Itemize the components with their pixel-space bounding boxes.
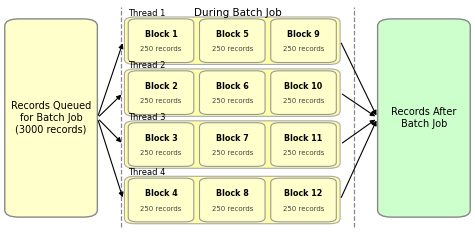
- Text: Block 2: Block 2: [144, 82, 178, 91]
- Text: Thread 2: Thread 2: [128, 61, 166, 70]
- Text: Block 8: Block 8: [216, 190, 249, 198]
- Text: Block 9: Block 9: [287, 30, 320, 39]
- Text: Block 6: Block 6: [216, 82, 248, 91]
- FancyBboxPatch shape: [124, 17, 340, 64]
- Text: 250 records: 250 records: [211, 206, 253, 212]
- Text: 250 records: 250 records: [283, 46, 324, 52]
- Text: During Batch Job: During Batch Job: [194, 8, 281, 18]
- Text: Thread 1: Thread 1: [128, 9, 166, 18]
- FancyBboxPatch shape: [378, 19, 470, 217]
- Text: 250 records: 250 records: [211, 98, 253, 104]
- FancyBboxPatch shape: [124, 176, 340, 224]
- FancyBboxPatch shape: [271, 123, 336, 166]
- Text: 250 records: 250 records: [283, 150, 324, 156]
- FancyBboxPatch shape: [200, 178, 265, 222]
- Text: 250 records: 250 records: [140, 150, 182, 156]
- FancyBboxPatch shape: [200, 19, 265, 63]
- Text: 250 records: 250 records: [211, 46, 253, 52]
- Text: 250 records: 250 records: [211, 150, 253, 156]
- Text: 250 records: 250 records: [140, 98, 182, 104]
- FancyBboxPatch shape: [128, 178, 194, 222]
- FancyBboxPatch shape: [271, 71, 336, 114]
- FancyBboxPatch shape: [271, 178, 336, 222]
- FancyBboxPatch shape: [124, 121, 340, 168]
- FancyBboxPatch shape: [200, 71, 265, 114]
- Text: 250 records: 250 records: [140, 46, 182, 52]
- Text: Records Queued
for Batch Job
(3000 records): Records Queued for Batch Job (3000 recor…: [11, 101, 91, 135]
- Text: Block 5: Block 5: [216, 30, 248, 39]
- FancyBboxPatch shape: [128, 71, 194, 114]
- Text: Block 3: Block 3: [145, 134, 177, 143]
- FancyBboxPatch shape: [200, 123, 265, 166]
- Text: Block 11: Block 11: [285, 134, 323, 143]
- FancyBboxPatch shape: [124, 69, 340, 116]
- Text: 250 records: 250 records: [140, 206, 182, 212]
- FancyBboxPatch shape: [128, 19, 194, 63]
- Text: Thread 3: Thread 3: [128, 113, 166, 122]
- Text: Records After
Batch Job: Records After Batch Job: [391, 107, 456, 129]
- FancyBboxPatch shape: [5, 19, 97, 217]
- Text: Block 12: Block 12: [285, 190, 323, 198]
- Text: 250 records: 250 records: [283, 98, 324, 104]
- Text: Block 4: Block 4: [145, 190, 177, 198]
- FancyBboxPatch shape: [128, 123, 194, 166]
- Text: Block 10: Block 10: [285, 82, 323, 91]
- Text: 250 records: 250 records: [283, 206, 324, 212]
- Text: Thread 4: Thread 4: [128, 168, 166, 177]
- Text: Block 1: Block 1: [145, 30, 177, 39]
- FancyBboxPatch shape: [271, 19, 336, 63]
- Text: Block 7: Block 7: [216, 134, 248, 143]
